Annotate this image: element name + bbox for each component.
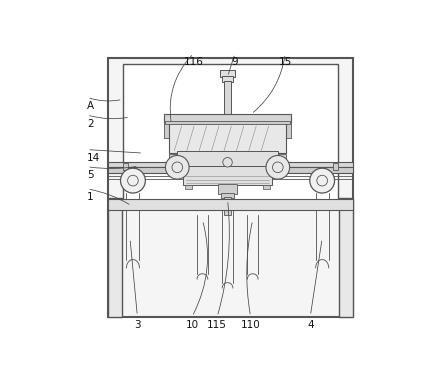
Bar: [221, 70, 234, 77]
Bar: [123, 163, 128, 170]
Circle shape: [166, 156, 189, 179]
Bar: [263, 185, 270, 189]
Text: 1: 1: [87, 192, 94, 202]
Bar: [224, 81, 231, 114]
Bar: [169, 123, 286, 153]
Bar: [185, 185, 192, 189]
Bar: [166, 121, 289, 124]
Bar: [286, 122, 291, 138]
Bar: [108, 58, 353, 317]
Text: 116: 116: [184, 57, 203, 67]
Text: A: A: [87, 101, 94, 111]
Bar: [164, 122, 169, 138]
Text: 5: 5: [87, 170, 94, 180]
Bar: [183, 166, 272, 185]
Text: 2: 2: [87, 119, 94, 129]
Bar: [108, 199, 122, 317]
Bar: [123, 174, 129, 178]
Bar: [169, 154, 177, 162]
Text: 4: 4: [307, 319, 313, 329]
Bar: [278, 154, 286, 162]
Bar: [218, 184, 237, 194]
Circle shape: [223, 157, 232, 167]
Bar: [326, 174, 332, 178]
Bar: [224, 197, 231, 215]
Text: 9: 9: [232, 57, 238, 67]
Text: 115: 115: [207, 321, 227, 331]
Text: 15: 15: [278, 57, 292, 67]
Text: 3: 3: [134, 319, 141, 329]
Bar: [108, 162, 353, 167]
Circle shape: [120, 168, 145, 193]
Bar: [221, 193, 234, 199]
Bar: [339, 199, 353, 317]
Text: 10: 10: [186, 321, 198, 331]
Text: 14: 14: [87, 153, 100, 163]
Bar: [108, 199, 353, 210]
Bar: [177, 151, 278, 166]
Bar: [164, 114, 291, 123]
Bar: [222, 76, 234, 81]
Bar: [333, 163, 338, 170]
Bar: [108, 167, 353, 173]
Bar: [123, 64, 338, 200]
Text: 110: 110: [241, 321, 261, 331]
Circle shape: [266, 156, 289, 179]
Circle shape: [310, 168, 335, 193]
